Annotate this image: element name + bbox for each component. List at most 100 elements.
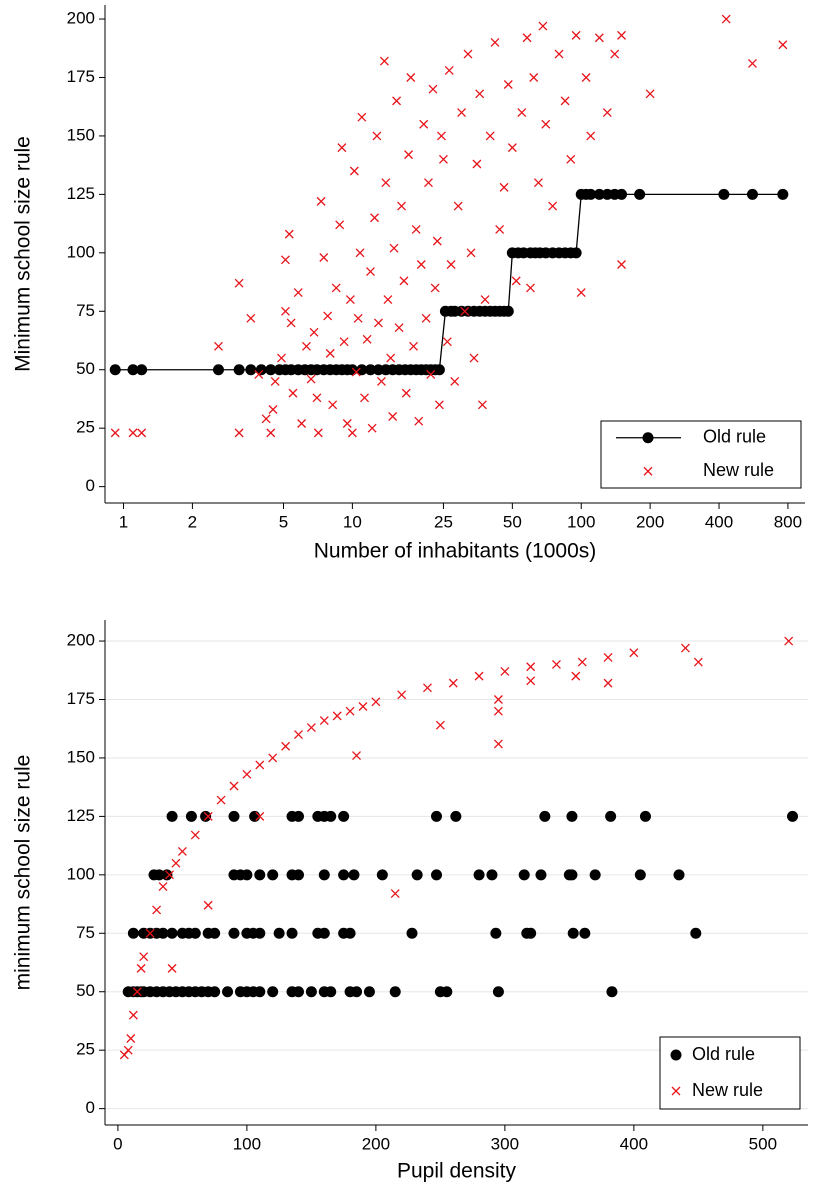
point [325, 986, 337, 998]
point [486, 869, 498, 881]
point [389, 243, 399, 253]
point [316, 196, 326, 206]
point [409, 341, 418, 351]
point [538, 21, 548, 31]
x-tick-label: 400 [705, 512, 733, 531]
point [490, 37, 500, 47]
point [136, 364, 148, 376]
point [690, 927, 702, 939]
point [566, 810, 578, 822]
point [273, 927, 285, 939]
point [292, 986, 304, 998]
y-axis-title: minimum school size rule [12, 755, 35, 991]
point [293, 288, 303, 298]
point [571, 30, 581, 40]
y-tick-label: 100 [67, 242, 95, 261]
point [323, 311, 333, 321]
point [319, 716, 329, 725]
point [328, 400, 338, 410]
point [280, 306, 290, 316]
point [203, 811, 213, 821]
point [377, 376, 386, 386]
point [416, 260, 426, 269]
point [693, 657, 703, 667]
point [347, 428, 357, 438]
point [351, 367, 361, 377]
point [784, 636, 794, 646]
point [474, 671, 484, 681]
point [254, 369, 264, 379]
point [577, 657, 587, 667]
x-tick-label: 200 [362, 1134, 390, 1153]
point [397, 690, 407, 700]
point [136, 963, 146, 973]
point [673, 869, 685, 881]
point [344, 927, 356, 939]
point [511, 276, 521, 286]
point [209, 986, 221, 998]
point [603, 678, 613, 688]
point [137, 428, 147, 438]
point [431, 810, 443, 822]
point [255, 364, 267, 376]
point [388, 412, 398, 421]
x-tick-label: 50 [503, 512, 522, 531]
point [371, 697, 381, 707]
point [639, 810, 651, 822]
point [265, 364, 277, 376]
point [145, 928, 155, 938]
point [616, 188, 628, 200]
point [214, 341, 223, 351]
point [473, 869, 485, 881]
y-tick-label: 75 [76, 923, 95, 942]
x-tick-label: 400 [620, 1134, 648, 1153]
point [617, 30, 626, 40]
y-tick-label: 150 [67, 125, 95, 144]
point [570, 247, 582, 259]
point [493, 739, 503, 749]
point [319, 253, 329, 262]
point [373, 318, 383, 328]
point [292, 810, 304, 822]
point [460, 306, 470, 316]
point [268, 405, 278, 414]
point [267, 986, 279, 998]
point [579, 927, 591, 939]
point [586, 131, 596, 141]
point [234, 278, 244, 288]
point [566, 154, 576, 164]
x-tick-label: 5 [279, 512, 288, 531]
point [463, 49, 473, 59]
point [525, 927, 537, 939]
point [312, 393, 322, 403]
point [360, 393, 369, 403]
point [171, 858, 181, 868]
point [507, 143, 517, 153]
x-tick-label: 2 [188, 512, 197, 531]
point [306, 723, 316, 733]
point [381, 178, 391, 188]
point [526, 662, 536, 672]
point [617, 260, 626, 269]
point [127, 927, 139, 939]
x-tick-label: 500 [749, 1134, 777, 1153]
point [351, 986, 363, 998]
point [335, 220, 345, 230]
y-tick-label: 200 [67, 631, 95, 650]
point [469, 353, 479, 363]
point [309, 327, 319, 337]
point [634, 869, 646, 881]
point [517, 108, 527, 118]
point [493, 695, 503, 704]
point [166, 810, 178, 822]
point [185, 810, 197, 822]
point [450, 376, 460, 386]
point [466, 248, 476, 258]
point [718, 188, 730, 200]
point [358, 702, 368, 711]
point [502, 305, 514, 317]
point [480, 295, 490, 305]
point [305, 986, 317, 998]
point [301, 341, 311, 351]
